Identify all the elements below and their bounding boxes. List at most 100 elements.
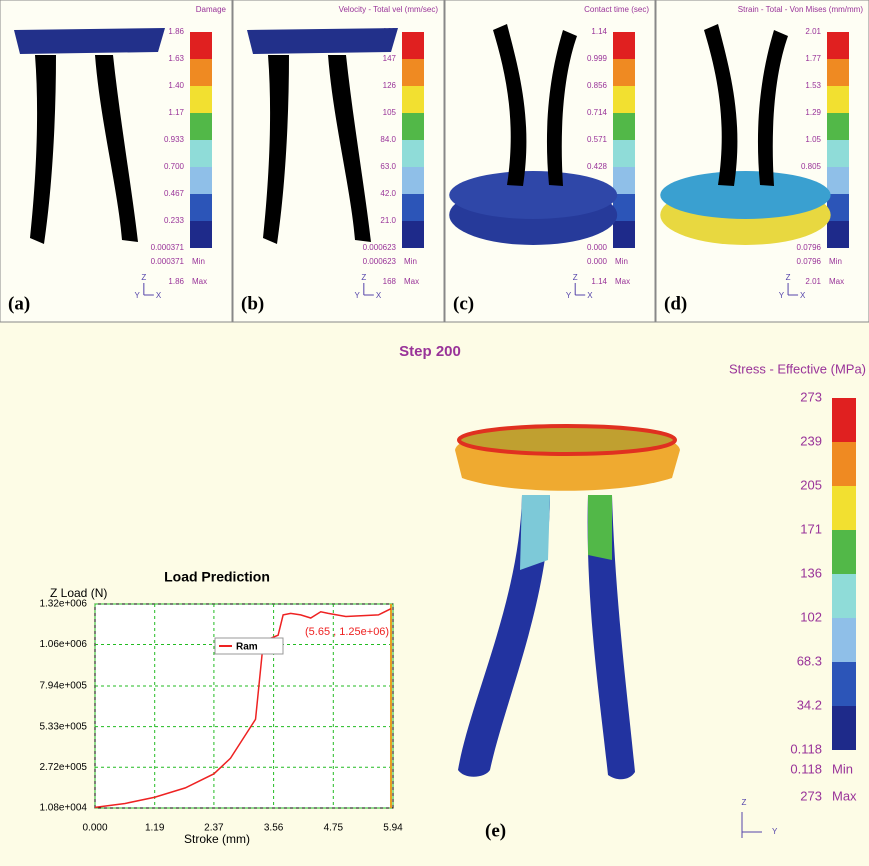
legend-label: 0.999 [587,54,608,63]
legend-band [613,32,635,59]
legend-label: 0.118 [790,741,822,756]
legend-band [827,32,849,59]
legend-label: 0.000371 [151,243,185,252]
legend-label: Ram [236,642,258,653]
legend-band [190,194,212,221]
legend-band [190,32,212,59]
legend-band [190,140,212,167]
legend-label: 1.40 [168,81,184,90]
legend-label: 205 [800,477,822,492]
min-value: 0.000623 [363,257,397,266]
legend-title: Strain - Total - Von Mises (mm/mm) [738,5,864,14]
axis-label: Z [141,273,146,282]
legend-label: 1.77 [805,54,821,63]
legend-label: 147 [383,54,397,63]
legend-label: 1.63 [168,54,184,63]
legend-label: 0.000 [587,243,608,252]
legend-label: 0.933 [164,135,185,144]
legend-band [613,86,635,113]
axis-label: X [376,291,382,300]
legend-label: 1.53 [805,81,821,90]
legend-label: 84.0 [380,135,396,144]
legend-label: 136 [800,565,822,580]
axis-label: X [587,291,593,300]
legend-label: 1.14 [591,27,607,36]
min-value: 0.000371 [151,257,185,266]
legend-label: 68.3 [797,653,822,668]
panel-label: (c) [453,293,474,314]
legend-band [402,221,424,248]
model-leg-top [588,495,612,560]
model-disc-top [449,171,617,219]
y-tick-label: 5.33e+005 [39,721,87,732]
legend-label: 0.000623 [363,243,397,252]
annotation: (5.65 , 1.25e+06) [305,626,389,638]
legend-band [827,86,849,113]
axis-label: Y [772,827,778,836]
legend-band [613,221,635,248]
legend-band [190,86,212,113]
legend-title: Contact time (sec) [584,5,649,14]
legend-label: 105 [383,108,397,117]
max-value: 168 [383,277,397,286]
legend-band [613,113,635,140]
legend-band [402,113,424,140]
x-tick-label: 4.75 [324,823,344,834]
y-tick-label: 2.72e+005 [39,762,87,773]
axis-label: X [156,291,162,300]
max-value: 273 [800,788,822,803]
legend-band [832,530,856,574]
legend-title: Damage [196,5,227,14]
legend-label: 171 [800,521,822,536]
model-leg-top [520,495,550,570]
panel-label: (b) [241,293,264,314]
y-tick-label: 1.06e+006 [39,639,87,650]
panel-label: (d) [664,293,687,314]
x-axis-label: Stroke (mm) [184,832,250,846]
legend-band [402,59,424,86]
legend-label: 1.29 [805,108,821,117]
legend-label: 0.714 [587,108,608,117]
legend-band [827,140,849,167]
max-value: 2.01 [805,277,821,286]
panel: Damage1.861.631.401.170.9330.7000.4670.2… [0,0,232,322]
legend-label: 0.856 [587,81,608,90]
legend-band [190,59,212,86]
panel: Contact time (sec)1.140.9990.8560.7140.5… [445,0,655,322]
legend-band [832,486,856,530]
legend-label: 239 [800,433,822,448]
legend-label: 102 [800,609,822,624]
legend-band [402,32,424,59]
axis-label: Z [361,273,366,282]
max-label: Max [615,277,630,286]
legend-band [402,86,424,113]
axis-label: Z [573,273,578,282]
legend-title: Stress - Effective (MPa) [729,361,866,376]
legend-band [832,574,856,618]
legend-band [402,194,424,221]
legend-band [190,113,212,140]
min-label: Min [615,257,628,266]
panel-label: (e) [485,820,506,841]
axis-label: Z [786,273,791,282]
max-label: Max [829,277,844,286]
legend-label: 1.86 [168,27,184,36]
step-title: Step 200 [399,343,461,360]
min-value: 0.000 [587,257,608,266]
legend-band [832,618,856,662]
legend-label: 1.05 [805,135,821,144]
legend-label: 21.0 [380,216,396,225]
axis-label: X [800,291,806,300]
min-label: Min [404,257,417,266]
legend-band [827,167,849,194]
chart-title: Load Prediction [164,569,270,585]
max-label: Max [404,277,419,286]
x-tick-label: 2.37 [204,823,224,834]
min-label: Min [829,257,842,266]
panel: Strain - Total - Von Mises (mm/mm) 2.01 1.… [656,0,869,322]
panel-label: (a) [8,293,30,314]
legend-band [402,140,424,167]
legend-band [613,167,635,194]
panel: Velocity - Total vel (mm/sec)16814712610… [233,0,444,322]
legend-band [827,221,849,248]
